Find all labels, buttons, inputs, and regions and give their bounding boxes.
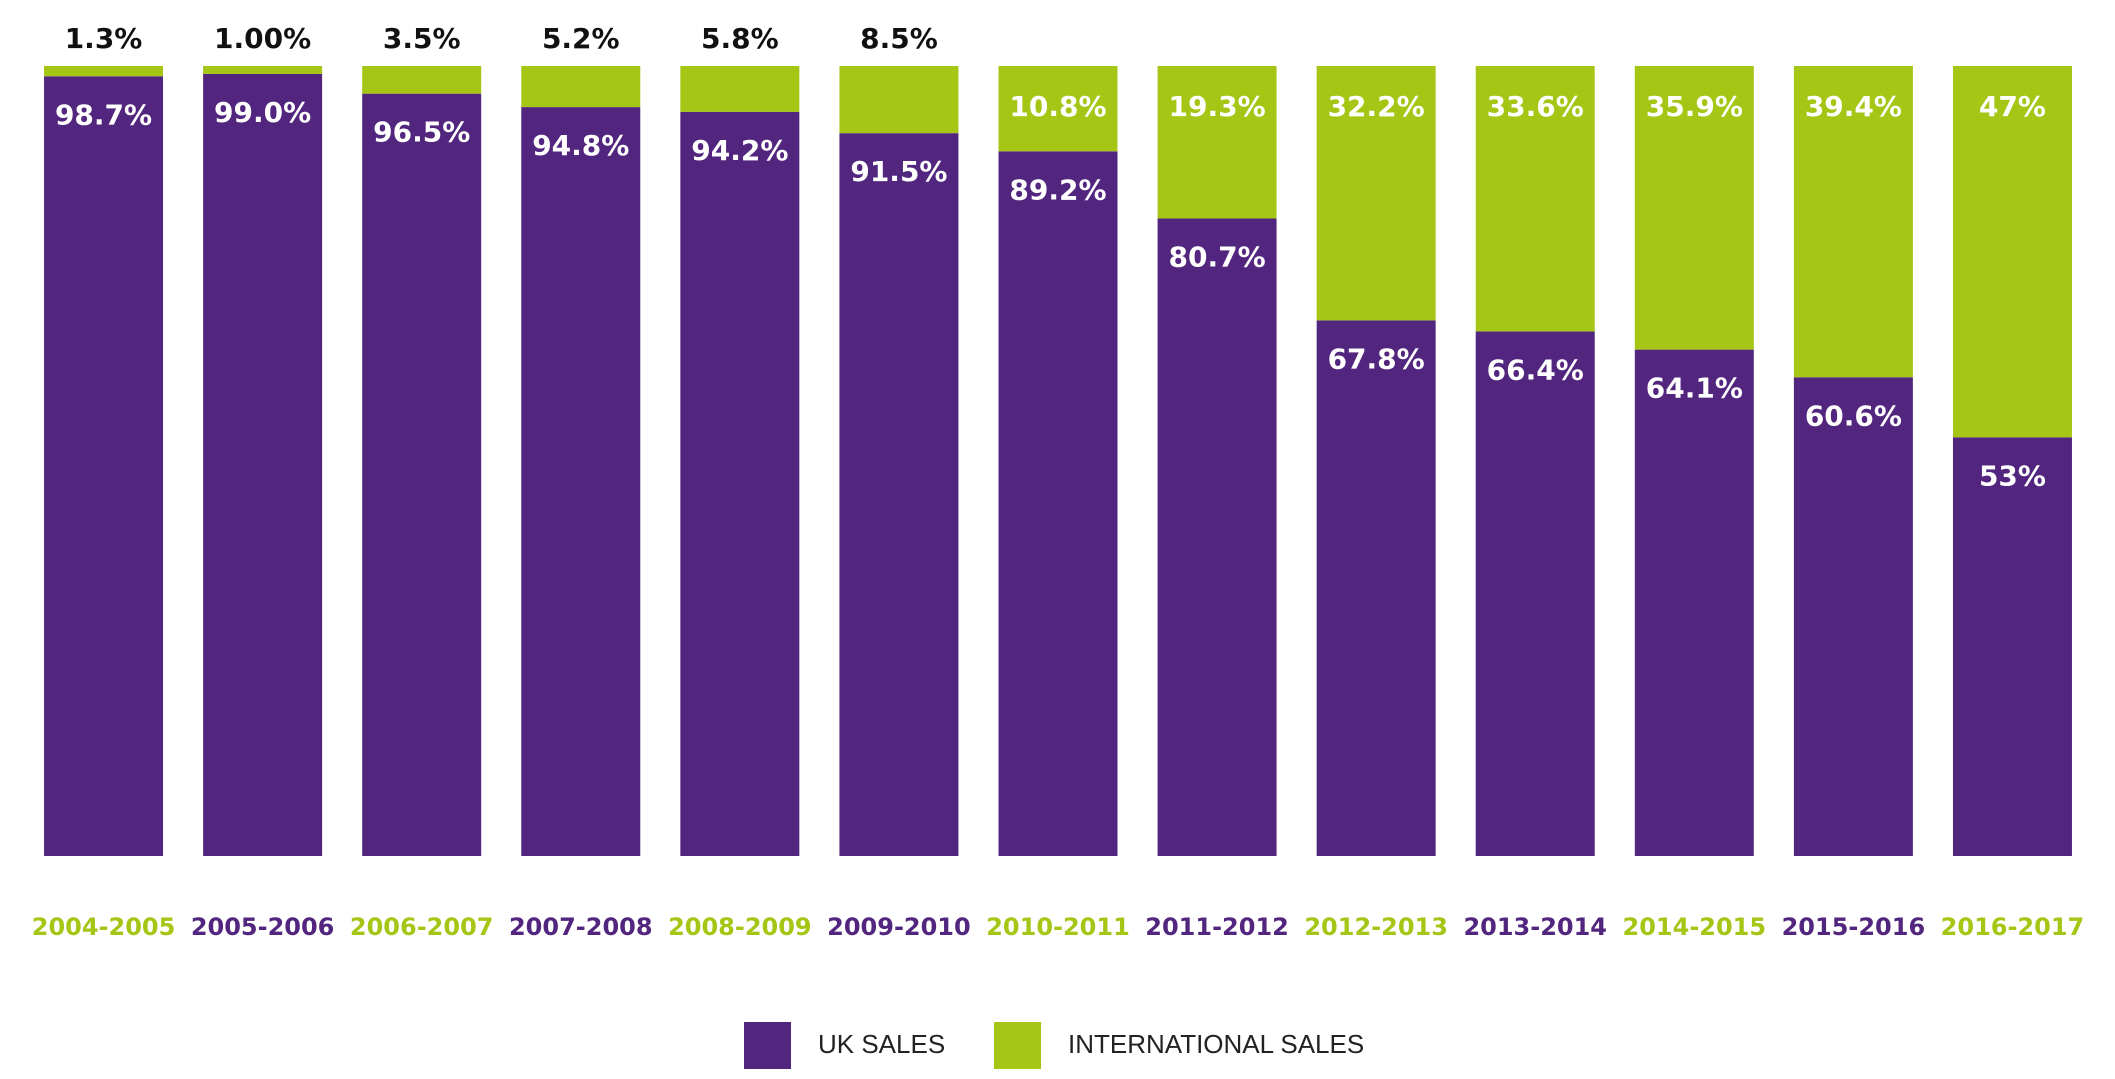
x-tick-label: 2010-2011	[986, 913, 1130, 941]
data-label: 60.6%	[1805, 399, 1902, 432]
data-label: 33.6%	[1487, 90, 1584, 123]
bar-segment	[362, 93, 482, 856]
data-label: 94.8%	[532, 129, 629, 162]
data-label: 94.2%	[691, 134, 788, 167]
legend-swatch	[994, 1022, 1041, 1069]
bar-segment	[680, 66, 800, 112]
x-tick-label: 2007-2008	[509, 913, 653, 941]
bar-segment	[1793, 66, 1913, 378]
legend-swatch	[744, 1022, 791, 1069]
data-label: 89.2%	[1009, 173, 1106, 206]
data-label: 5.2%	[542, 22, 620, 55]
data-label: 3.5%	[383, 22, 461, 55]
bar-segment	[1475, 331, 1595, 856]
data-label: 91.5%	[850, 155, 947, 188]
data-label: 19.3%	[1169, 90, 1266, 123]
bar-segment	[1952, 66, 2072, 438]
bar-segment	[1316, 66, 1436, 321]
data-label: 10.8%	[1009, 90, 1106, 123]
data-label: 32.2%	[1328, 90, 1425, 123]
x-tick-label: 2012-2013	[1304, 913, 1448, 941]
x-tick-label: 2015-2016	[1782, 913, 1926, 941]
bar-segment	[998, 151, 1118, 856]
bar-segment	[44, 66, 164, 77]
x-tick-label: 2005-2006	[191, 913, 335, 941]
data-label: 1.00%	[214, 22, 311, 55]
data-label: 64.1%	[1646, 372, 1743, 405]
bar-segment	[1634, 66, 1754, 350]
x-tick-label: 2009-2010	[827, 913, 971, 941]
bar-segment	[1793, 377, 1913, 856]
data-label: 80.7%	[1169, 240, 1266, 273]
bar-segment	[1634, 349, 1754, 856]
data-label: 67.8%	[1328, 342, 1425, 375]
data-label: 99.0%	[214, 96, 311, 129]
bar-segment	[1157, 218, 1277, 857]
x-tick-label: 2011-2012	[1145, 913, 1289, 941]
legend-label: INTERNATIONAL SALES	[1068, 1029, 1364, 1059]
data-label: 1.3%	[65, 22, 143, 55]
data-label: 96.5%	[373, 116, 470, 149]
x-tick-label: 2016-2017	[1941, 913, 2085, 941]
bar-segment	[203, 66, 323, 74]
x-tick-label: 2004-2005	[32, 913, 176, 941]
data-label: 39.4%	[1805, 90, 1902, 123]
bar-segment	[1475, 66, 1595, 332]
data-label: 5.8%	[701, 22, 779, 55]
bar-segment	[998, 66, 1118, 152]
x-tick-label: 2006-2007	[350, 913, 494, 941]
x-tick-label: 2013-2014	[1463, 913, 1607, 941]
bar-segment	[203, 73, 323, 856]
bar-segment	[44, 76, 164, 856]
bar-segment	[680, 111, 800, 856]
bar-segment	[362, 66, 482, 94]
legend-label: UK SALES	[818, 1029, 945, 1059]
data-label: 53%	[1979, 459, 2046, 492]
data-label: 47%	[1979, 90, 2046, 123]
data-label: 66.4%	[1487, 353, 1584, 386]
bar-segment	[1316, 320, 1436, 856]
bar-segment	[1952, 437, 2072, 856]
bar-segment	[521, 66, 641, 108]
bar-segment	[839, 133, 959, 856]
bar-segment	[1157, 66, 1277, 219]
data-label: 35.9%	[1646, 90, 1743, 123]
bar-segment	[521, 107, 641, 856]
data-label: 98.7%	[55, 98, 152, 131]
x-tick-label: 2014-2015	[1623, 913, 1767, 941]
data-label: 8.5%	[860, 22, 938, 55]
bar-segment	[839, 66, 959, 134]
x-tick-label: 2008-2009	[668, 913, 812, 941]
